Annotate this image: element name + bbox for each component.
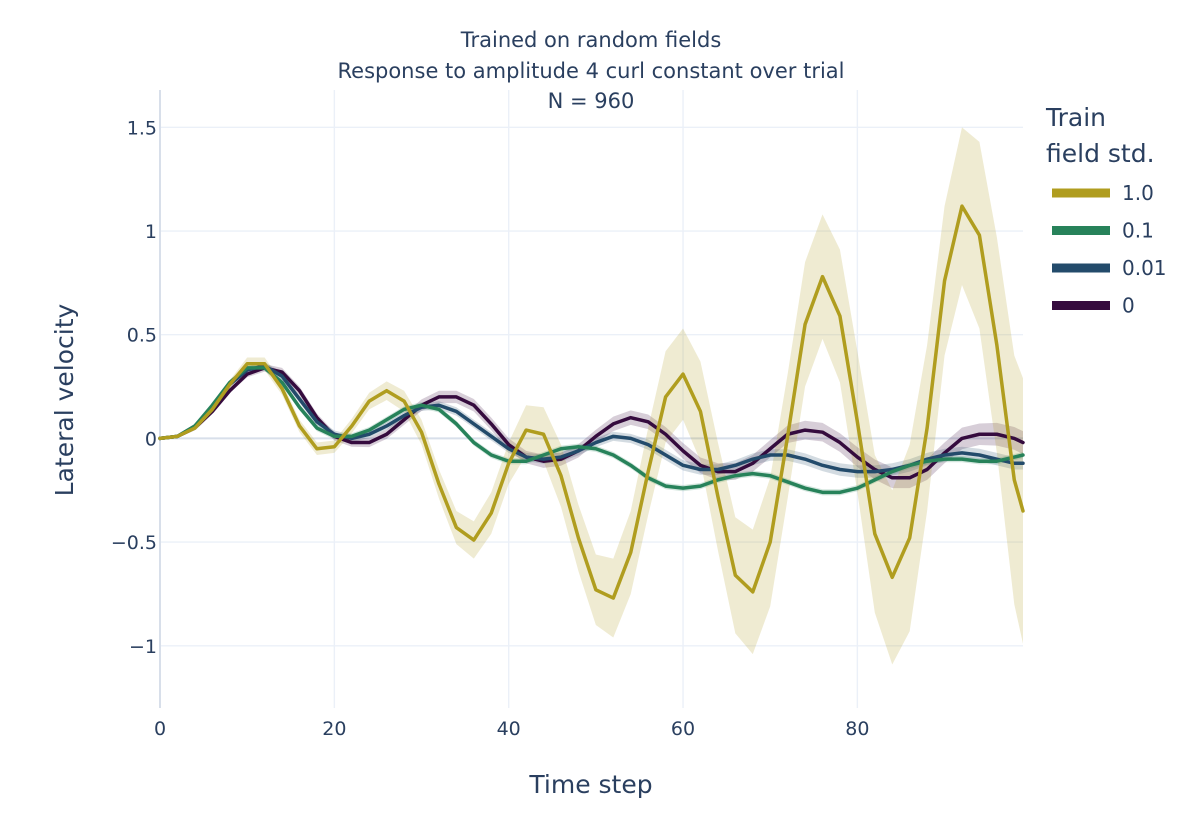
line-series-0.01 bbox=[158, 364, 1025, 474]
series-lines bbox=[158, 204, 1025, 600]
legend-label-0.1: 0.1 bbox=[1122, 219, 1154, 243]
chart-title-line-2: Response to amplitude 4 curl constant ov… bbox=[338, 59, 845, 83]
x-tick-label: 40 bbox=[497, 718, 521, 740]
legend-label-0.01: 0.01 bbox=[1122, 256, 1167, 280]
legend-title-line-2: field std. bbox=[1046, 139, 1155, 168]
y-axis-ticks: −1 −0.5 0 0.5 1 1.5 bbox=[111, 117, 157, 657]
legend: Train field std. 1.0 0.1 0.01 0 bbox=[1045, 103, 1167, 318]
y-tick-label: −1 bbox=[129, 636, 157, 658]
legend-title-line-1: Train bbox=[1045, 103, 1106, 132]
chart-title: Trained on random fields Response to amp… bbox=[338, 28, 845, 113]
y-tick-label: −0.5 bbox=[111, 532, 157, 554]
line-series-1.0 bbox=[158, 204, 1025, 600]
grid-lines bbox=[160, 90, 1023, 708]
chart-title-line-1: Trained on random fields bbox=[460, 28, 722, 52]
legend-label-0: 0 bbox=[1122, 294, 1135, 318]
band-series-1.0 bbox=[160, 127, 1023, 665]
y-tick-label: 0 bbox=[145, 428, 157, 450]
y-tick-label: 0.5 bbox=[127, 325, 157, 347]
y-axis-title: Lateral velocity bbox=[50, 303, 79, 496]
x-tick-label: 0 bbox=[154, 718, 166, 740]
y-tick-label: 1 bbox=[145, 221, 157, 243]
x-tick-label: 20 bbox=[322, 718, 346, 740]
x-axis-ticks: 0 20 40 60 80 bbox=[154, 718, 870, 740]
legend-items: 1.0 0.1 0.01 0 bbox=[1052, 181, 1167, 318]
chart-title-line-3: N = 960 bbox=[548, 89, 635, 113]
x-axis-title: Time step bbox=[528, 770, 652, 799]
x-tick-label: 60 bbox=[671, 718, 695, 740]
line-series-0.1 bbox=[158, 366, 1025, 495]
x-tick-label: 80 bbox=[845, 718, 869, 740]
y-tick-label: 1.5 bbox=[127, 117, 157, 139]
legend-label-1.0: 1.0 bbox=[1122, 181, 1154, 205]
